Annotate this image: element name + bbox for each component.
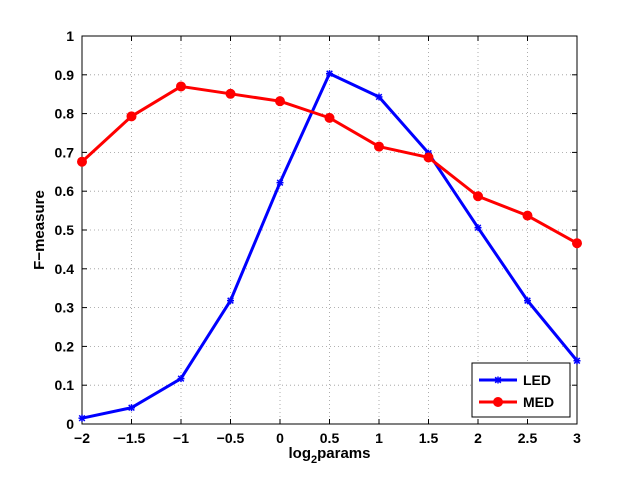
series-led-point <box>128 404 135 412</box>
x-tick-label: 1.5 <box>419 430 439 446</box>
series-med-point <box>423 152 434 163</box>
y-tick-label: 0 <box>66 416 74 432</box>
series-layer <box>77 70 582 422</box>
legend-entry-med: MED <box>479 394 554 410</box>
series-led-point <box>524 297 531 305</box>
x-tick-label: 0.5 <box>320 430 340 446</box>
legend-label-led: LED <box>523 372 551 388</box>
x-tick-label: 1 <box>375 430 383 446</box>
x-tick-label: −2 <box>74 430 90 446</box>
y-tick-label: 0.5 <box>55 222 75 238</box>
series-med-point <box>126 111 137 122</box>
series-med-point <box>473 191 483 202</box>
x-tick-label: −1.5 <box>118 430 146 446</box>
series-med-point <box>522 210 533 221</box>
x-tick-label: −0.5 <box>217 430 245 446</box>
series-led-point-d2 <box>524 297 531 304</box>
y-tick-label: 0.2 <box>55 338 75 354</box>
series-led-point-d2 <box>128 404 135 412</box>
series-med <box>77 81 582 249</box>
series-med-point <box>324 112 335 123</box>
y-tick-label: 0.1 <box>55 377 75 393</box>
series-med-point <box>77 156 87 167</box>
y-tick-label: 0.6 <box>55 183 75 199</box>
y-tick-label: 0.8 <box>55 106 75 122</box>
series-led-point <box>177 375 185 383</box>
series-med-point <box>374 141 384 152</box>
series-led <box>78 70 581 422</box>
series-med-point <box>572 238 582 249</box>
y-tick-label: 0.7 <box>55 144 75 160</box>
x-axis-label-rest: params <box>317 445 370 462</box>
series-med-point <box>275 96 285 107</box>
y-tick-label: 0.9 <box>55 67 75 83</box>
legend: LED MED <box>471 362 571 418</box>
series-led-point-d2 <box>474 224 482 232</box>
x-tick-label: 2.5 <box>518 430 538 446</box>
series-led-point-d2 <box>573 357 581 365</box>
legend-marker-led-d2 <box>494 376 502 384</box>
series-led-point-d2 <box>276 179 284 186</box>
series-led-point-d2 <box>177 375 185 382</box>
x-tick-label: −1 <box>173 430 189 446</box>
series-led-point <box>375 93 383 101</box>
series-led-point-d2 <box>375 93 383 101</box>
legend-marker-med <box>493 397 503 407</box>
axis-ticks: −2 −1.5 −1 −0.5 0 0.5 1 1.5 2 2.5 3 0 0.1 0.2 0.3 0.4 0.… <box>55 28 582 446</box>
x-axis-label: log2params <box>289 445 371 466</box>
x-tick-label: 3 <box>573 430 581 446</box>
series-led-point <box>326 70 333 78</box>
series-led-point <box>78 414 86 422</box>
series-led-point-d2 <box>78 414 86 422</box>
x-tick-label: 0 <box>276 430 284 446</box>
series-led-point-d2 <box>326 70 333 77</box>
series-led-point <box>276 179 284 187</box>
y-tick-label: 1 <box>66 28 74 44</box>
series-led-point <box>227 297 234 305</box>
y-tick-label: 0.3 <box>55 300 75 316</box>
y-tick-label: 0.4 <box>55 261 75 277</box>
legend-box <box>471 362 571 418</box>
series-led-point <box>573 357 581 365</box>
x-tick-label: 2 <box>474 430 482 446</box>
legend-marker-led <box>494 376 502 384</box>
series-led-point <box>474 224 482 232</box>
legend-entry-led: LED <box>479 372 551 388</box>
series-med-point <box>225 88 236 99</box>
x-axis-label-main: log <box>289 445 312 462</box>
series-led-point-d2 <box>227 297 234 304</box>
y-axis-label: F−measure <box>31 190 48 270</box>
legend-label-med: MED <box>523 394 554 410</box>
series-med-point <box>176 81 186 92</box>
x-axis-label-subscript: 2 <box>311 454 317 466</box>
